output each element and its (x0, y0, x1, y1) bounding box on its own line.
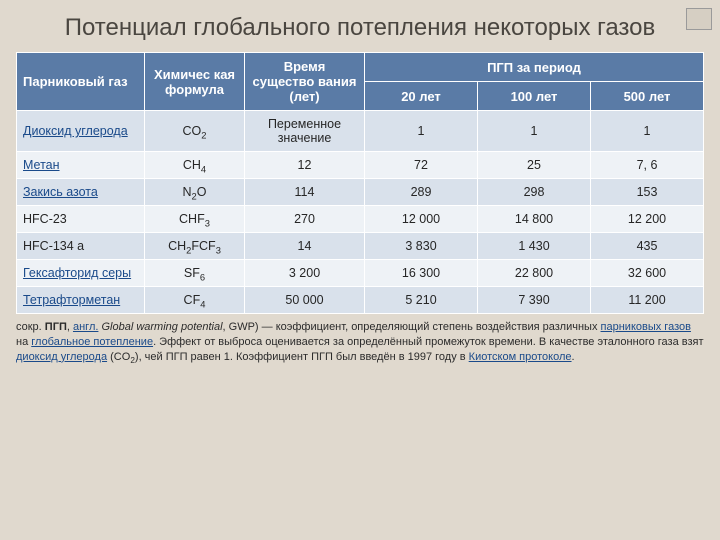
en-term: Global warming potential (98, 321, 222, 333)
cell-p100: 25 (478, 152, 591, 179)
cell-p500: 11 200 (591, 287, 704, 314)
gas-link[interactable]: Метан (23, 158, 60, 172)
table-row: Гексафторид серы SF63 20016 30022 80032 6… (17, 260, 704, 287)
cell-lifetime: 3 200 (245, 260, 365, 287)
gas-link[interactable]: Тетрафторметан (23, 293, 120, 307)
cell-p500: 153 (591, 179, 704, 206)
cell-formula: CH4 (145, 152, 245, 179)
cell-p20: 1 (365, 111, 478, 152)
cell-lifetime: Переменное значение (245, 111, 365, 152)
cell-p20: 12 000 (365, 206, 478, 233)
cell-formula: CHF3 (145, 206, 245, 233)
footnote: сокр. ПГП, англ. Global warming potentia… (16, 320, 704, 365)
table-row: Метан CH41272257, 6 (17, 152, 704, 179)
cell-gas: Тетрафторметан (17, 287, 145, 314)
gas-link[interactable]: Закись азота (23, 185, 98, 199)
link-kyoto[interactable]: Киотском протоколе (469, 351, 572, 363)
table-row: HFC-134 aCH2FCF3143 8301 430435 (17, 233, 704, 260)
link-greenhouse[interactable]: парниковых газов (601, 321, 691, 333)
cell-p500: 1 (591, 111, 704, 152)
table-row: HFC-23CHF327012 00014 80012 200 (17, 206, 704, 233)
cell-formula: CH2FCF3 (145, 233, 245, 260)
gas-link[interactable]: Гексафторид серы (23, 266, 131, 280)
cell-formula: CF4 (145, 287, 245, 314)
cell-p500: 435 (591, 233, 704, 260)
gas-link[interactable]: Диоксид углерода (23, 124, 128, 138)
th-500: 500 лет (591, 82, 704, 111)
cell-lifetime: 14 (245, 233, 365, 260)
cell-gas: Диоксид углерода (17, 111, 145, 152)
link-co2[interactable]: диоксид углерода (16, 351, 107, 363)
cell-p500: 7, 6 (591, 152, 704, 179)
th-lifetime: Время существо вания (лет) (245, 53, 365, 111)
cell-formula: CO2 (145, 111, 245, 152)
cell-p100: 1 (478, 111, 591, 152)
link-warming[interactable]: глобальное потепление (31, 336, 153, 348)
th-20: 20 лет (365, 82, 478, 111)
th-gwp-span: ПГП за период (365, 53, 704, 82)
cell-p20: 5 210 (365, 287, 478, 314)
cell-p20: 289 (365, 179, 478, 206)
table-row: Тетрафторметан CF450 0005 2107 39011 200 (17, 287, 704, 314)
cell-p100: 298 (478, 179, 591, 206)
th-gas: Парниковый газ (17, 53, 145, 111)
page-title: Потенциал глобального потепления некотор… (0, 0, 720, 52)
cell-formula: N2O (145, 179, 245, 206)
cell-p500: 12 200 (591, 206, 704, 233)
table-row: Закись азота N2O114289298153 (17, 179, 704, 206)
table-body: Диоксид углеродаCO2Переменное значение11… (17, 111, 704, 314)
cell-gas: HFC-23 (17, 206, 145, 233)
cell-lifetime: 12 (245, 152, 365, 179)
cell-gas: Метан (17, 152, 145, 179)
th-formula: Химичес кая формула (145, 53, 245, 111)
cell-p20: 16 300 (365, 260, 478, 287)
lang-link[interactable]: англ. (73, 321, 98, 333)
table-row: Диоксид углеродаCO2Переменное значение11… (17, 111, 704, 152)
cell-formula: SF6 (145, 260, 245, 287)
cell-gas: Гексафторид серы (17, 260, 145, 287)
cell-p20: 3 830 (365, 233, 478, 260)
table-head: Парниковый газ Химичес кая формула Время… (17, 53, 704, 111)
cell-p100: 1 430 (478, 233, 591, 260)
cell-p100: 14 800 (478, 206, 591, 233)
abbr: ПГП (45, 321, 67, 333)
cell-p100: 22 800 (478, 260, 591, 287)
cell-lifetime: 270 (245, 206, 365, 233)
cell-p500: 32 600 (591, 260, 704, 287)
th-100: 100 лет (478, 82, 591, 111)
co2-sub: 2 (130, 356, 135, 365)
cell-lifetime: 114 (245, 179, 365, 206)
corner-box (686, 8, 712, 30)
cell-p20: 72 (365, 152, 478, 179)
cell-gas: Закись азота (17, 179, 145, 206)
cell-p100: 7 390 (478, 287, 591, 314)
cell-gas: HFC-134 a (17, 233, 145, 260)
cell-lifetime: 50 000 (245, 287, 365, 314)
gwp-table: Парниковый газ Химичес кая формула Время… (16, 52, 704, 314)
